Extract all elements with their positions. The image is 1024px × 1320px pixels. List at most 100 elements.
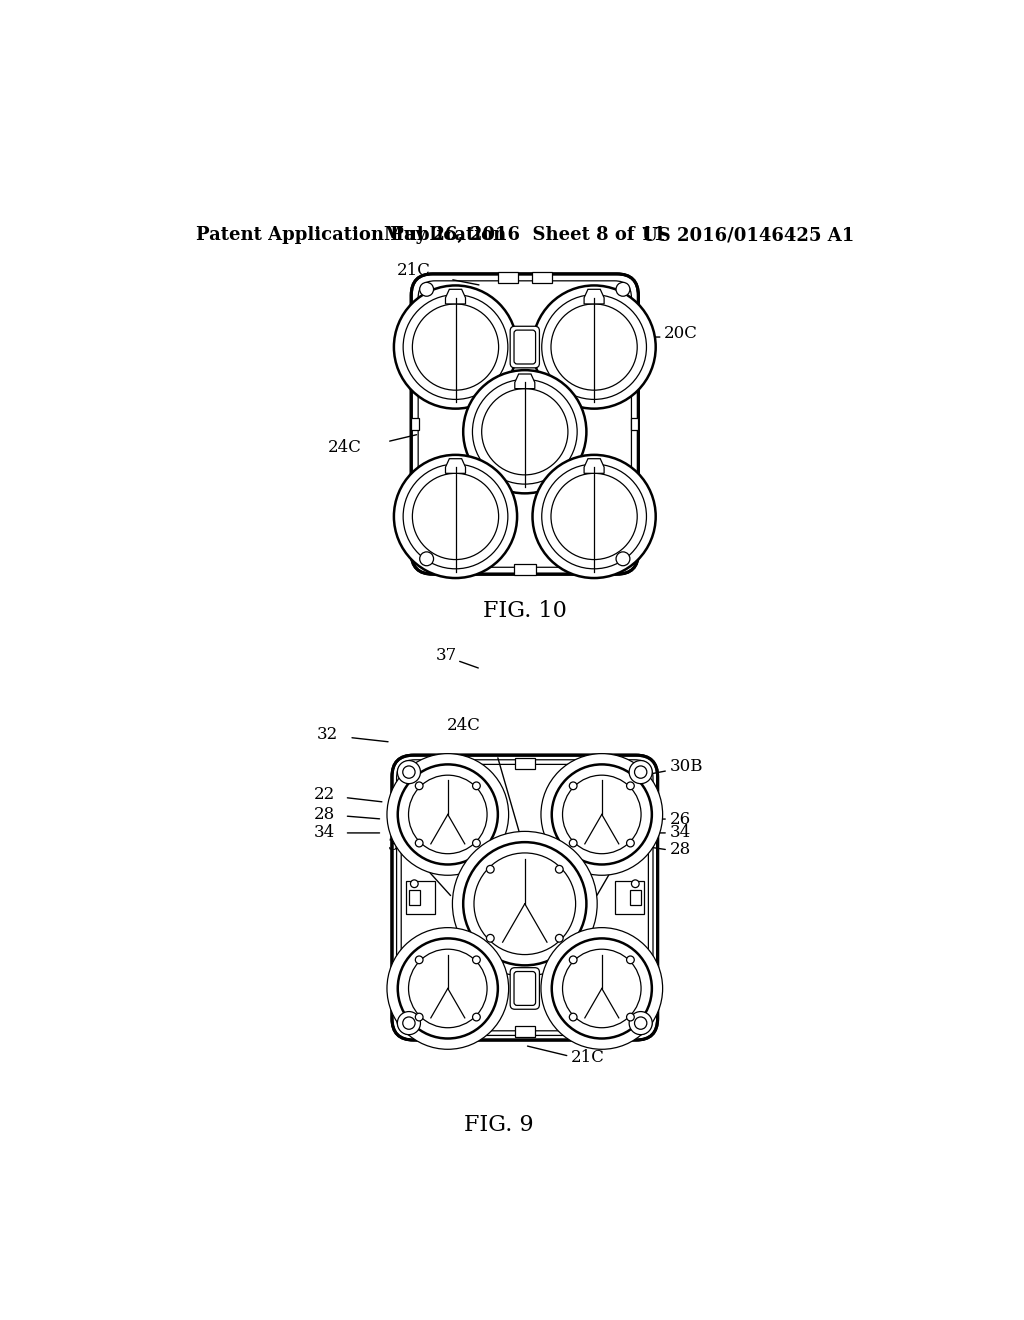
Circle shape bbox=[387, 928, 509, 1049]
Circle shape bbox=[402, 1016, 415, 1030]
Circle shape bbox=[627, 956, 634, 964]
Circle shape bbox=[472, 379, 578, 484]
Text: 24C: 24C bbox=[447, 717, 481, 734]
Circle shape bbox=[420, 552, 433, 566]
FancyBboxPatch shape bbox=[412, 275, 638, 574]
Circle shape bbox=[416, 1014, 423, 1020]
FancyBboxPatch shape bbox=[392, 755, 657, 1040]
Circle shape bbox=[629, 1011, 652, 1035]
Text: 24C: 24C bbox=[328, 438, 361, 455]
Circle shape bbox=[635, 1016, 647, 1030]
Bar bbox=[614, 882, 644, 913]
Circle shape bbox=[409, 775, 487, 854]
Circle shape bbox=[387, 754, 509, 875]
Circle shape bbox=[397, 760, 421, 784]
Circle shape bbox=[562, 949, 641, 1028]
Polygon shape bbox=[584, 289, 604, 304]
Circle shape bbox=[411, 880, 418, 887]
Circle shape bbox=[541, 928, 663, 1049]
Circle shape bbox=[403, 294, 508, 400]
Circle shape bbox=[394, 455, 517, 578]
Circle shape bbox=[569, 956, 578, 964]
Text: 22: 22 bbox=[313, 785, 335, 803]
Circle shape bbox=[552, 939, 652, 1039]
Text: 30B: 30B bbox=[670, 758, 703, 775]
Circle shape bbox=[562, 775, 641, 854]
Circle shape bbox=[551, 304, 637, 391]
Circle shape bbox=[474, 853, 575, 954]
Circle shape bbox=[569, 781, 578, 789]
Circle shape bbox=[416, 781, 423, 789]
Bar bbox=[406, 882, 435, 913]
Circle shape bbox=[629, 760, 652, 784]
Circle shape bbox=[481, 388, 568, 475]
Circle shape bbox=[413, 304, 499, 391]
Circle shape bbox=[409, 949, 487, 1028]
Circle shape bbox=[627, 781, 634, 789]
Circle shape bbox=[532, 285, 655, 409]
Circle shape bbox=[416, 956, 423, 964]
Circle shape bbox=[552, 764, 652, 865]
Polygon shape bbox=[445, 289, 466, 304]
Circle shape bbox=[627, 1014, 634, 1020]
FancyBboxPatch shape bbox=[510, 326, 540, 368]
Text: 26: 26 bbox=[670, 810, 690, 828]
Circle shape bbox=[486, 935, 495, 942]
Circle shape bbox=[632, 880, 639, 887]
Circle shape bbox=[472, 781, 480, 789]
Circle shape bbox=[394, 285, 517, 409]
Bar bbox=[630, 890, 641, 906]
Circle shape bbox=[532, 455, 655, 578]
Circle shape bbox=[541, 754, 663, 875]
Circle shape bbox=[403, 465, 508, 569]
Circle shape bbox=[397, 1011, 421, 1035]
Text: 34: 34 bbox=[313, 825, 335, 841]
FancyBboxPatch shape bbox=[510, 968, 540, 1010]
Bar bbox=[412, 418, 419, 430]
Circle shape bbox=[555, 935, 563, 942]
Circle shape bbox=[555, 866, 563, 873]
Text: FIG. 9: FIG. 9 bbox=[464, 1114, 534, 1135]
Bar bbox=[498, 272, 518, 284]
Circle shape bbox=[413, 474, 499, 560]
Text: 34: 34 bbox=[670, 825, 691, 841]
Circle shape bbox=[569, 840, 578, 847]
Circle shape bbox=[453, 832, 597, 977]
Text: 35: 35 bbox=[621, 837, 642, 854]
Circle shape bbox=[420, 282, 433, 296]
Text: 21C: 21C bbox=[571, 1049, 605, 1067]
Circle shape bbox=[542, 294, 646, 400]
Text: 35: 35 bbox=[388, 837, 409, 854]
Circle shape bbox=[472, 840, 480, 847]
Bar bbox=[409, 890, 420, 906]
Text: FIG. 10: FIG. 10 bbox=[483, 601, 566, 622]
Text: 28: 28 bbox=[670, 841, 691, 858]
Text: US 2016/0146425 A1: US 2016/0146425 A1 bbox=[642, 226, 854, 244]
Text: 37: 37 bbox=[435, 647, 457, 664]
Circle shape bbox=[397, 939, 498, 1039]
Text: 32: 32 bbox=[317, 726, 339, 743]
Bar bbox=[531, 272, 552, 284]
Circle shape bbox=[551, 474, 637, 560]
Circle shape bbox=[616, 282, 630, 296]
Text: Patent Application Publication: Patent Application Publication bbox=[196, 226, 506, 244]
Text: 28: 28 bbox=[313, 807, 335, 822]
Circle shape bbox=[463, 842, 587, 965]
Circle shape bbox=[627, 840, 634, 847]
Circle shape bbox=[616, 552, 630, 566]
Bar bbox=[515, 1026, 535, 1038]
Circle shape bbox=[397, 764, 498, 865]
Text: 21C: 21C bbox=[397, 261, 431, 279]
Polygon shape bbox=[445, 459, 466, 474]
Circle shape bbox=[463, 370, 587, 494]
Text: May 26, 2016  Sheet 8 of 11: May 26, 2016 Sheet 8 of 11 bbox=[384, 226, 666, 244]
Circle shape bbox=[472, 956, 480, 964]
Polygon shape bbox=[584, 459, 604, 474]
Circle shape bbox=[472, 1014, 480, 1020]
Circle shape bbox=[569, 1014, 578, 1020]
Bar bbox=[515, 758, 535, 770]
Bar bbox=[631, 418, 638, 430]
Polygon shape bbox=[515, 374, 535, 388]
Circle shape bbox=[416, 840, 423, 847]
Circle shape bbox=[402, 766, 415, 779]
